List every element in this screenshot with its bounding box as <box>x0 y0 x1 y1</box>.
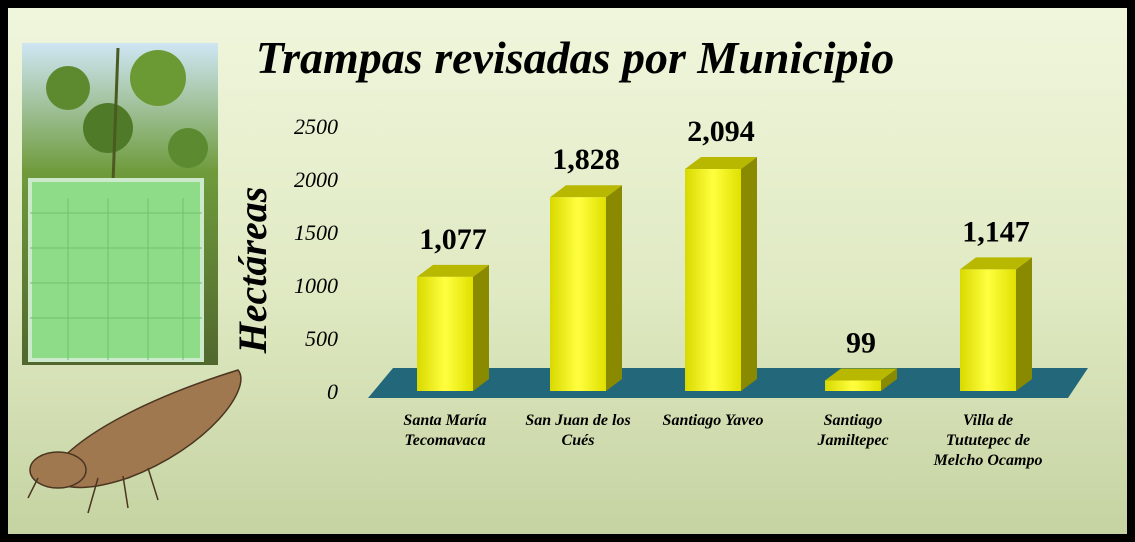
value-label: 1,147 <box>962 215 1030 248</box>
y-tick-label: 0 <box>327 379 338 404</box>
bar-front <box>685 169 741 391</box>
value-label: 1,828 <box>552 143 620 176</box>
bar-front <box>417 276 473 391</box>
bar-side <box>1016 257 1032 391</box>
x-tick-label: Villa de Tututepec de Melcho Ocampo <box>933 412 1043 469</box>
y-tick-label: 2500 <box>294 114 338 139</box>
insect-illustration <box>27 369 242 514</box>
bar <box>685 157 757 391</box>
bar-top <box>960 257 1032 270</box>
bar-side <box>473 264 489 391</box>
chart-title: Trampas revisadas por Municipio <box>256 32 895 83</box>
bar-front <box>960 269 1016 391</box>
x-tick-label: Santiago Jamiltepec <box>817 412 889 449</box>
x-tick-label: San Juan de los Cués <box>525 412 631 449</box>
bar <box>550 185 622 391</box>
bar-top <box>825 368 897 381</box>
x-tick-label: Santiago Yaveo <box>662 412 764 429</box>
bar-side <box>741 157 757 391</box>
bar <box>960 257 1032 391</box>
bar-side <box>606 185 622 391</box>
bar-top <box>550 185 622 198</box>
bar <box>825 368 897 391</box>
value-label: 99 <box>846 327 876 360</box>
chart: Trampas revisadas por Municipio Hectárea… <box>22 32 1088 514</box>
y-axis-title: Hectáreas <box>230 187 275 355</box>
bar-side <box>881 368 897 391</box>
y-tick-label: 2000 <box>294 167 338 192</box>
bar <box>417 264 489 391</box>
y-tick-label: 1000 <box>294 273 338 298</box>
y-tick-label: 500 <box>305 326 338 351</box>
y-tick-label: 1500 <box>294 220 338 245</box>
bar-top <box>685 157 757 170</box>
value-label: 1,077 <box>419 223 487 256</box>
x-tick-label: Santa María Tecomavaca <box>403 412 487 449</box>
bar-front <box>825 380 881 391</box>
photo <box>22 43 218 365</box>
bar-top <box>417 264 489 277</box>
bar-front <box>550 197 606 391</box>
value-label: 2,094 <box>687 115 755 148</box>
